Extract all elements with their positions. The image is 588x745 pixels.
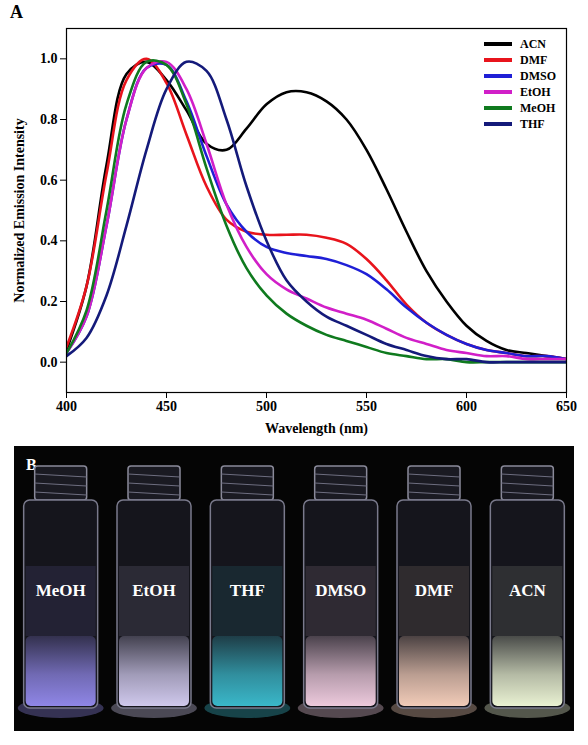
svg-text:0.4: 0.4 (40, 233, 58, 248)
html-text:A: A (10, 2, 23, 22)
svg-text:0.8: 0.8 (40, 112, 58, 127)
svg-text:1.0: 1.0 (40, 51, 58, 66)
html-text:MeOH: MeOH (520, 100, 556, 115)
html-text:DMF: DMF (520, 52, 548, 67)
svg-text:MeOH: MeOH (36, 581, 86, 600)
html-text:EtOH: EtOH (520, 84, 551, 99)
svg-text:THF: THF (230, 581, 265, 600)
svg-text:DMF: DMF (415, 581, 454, 600)
svg-text:600: 600 (456, 399, 477, 414)
svg-text:650: 650 (556, 399, 577, 414)
html-text:ACN: ACN (520, 36, 546, 51)
svg-text:550: 550 (356, 399, 377, 414)
svg-text:Normalized Emission Intensity: Normalized Emission Intensity (12, 118, 27, 302)
html-text:DMSO: DMSO (520, 68, 556, 83)
svg-text:0.6: 0.6 (40, 173, 58, 188)
svg-text:ACN: ACN (509, 581, 547, 600)
svg-text:0.0: 0.0 (40, 355, 58, 370)
svg-text:450: 450 (156, 399, 177, 414)
svg-text:DMSO: DMSO (315, 581, 366, 600)
html-text:THF: THF (520, 116, 545, 131)
svg-text:0.2: 0.2 (40, 294, 58, 309)
svg-text:400: 400 (56, 399, 77, 414)
svg-text:B: B (26, 456, 37, 473)
svg-text:Wavelength (nm): Wavelength (nm) (265, 421, 368, 437)
svg-text:EtOH: EtOH (132, 581, 175, 600)
svg-text:500: 500 (256, 399, 277, 414)
